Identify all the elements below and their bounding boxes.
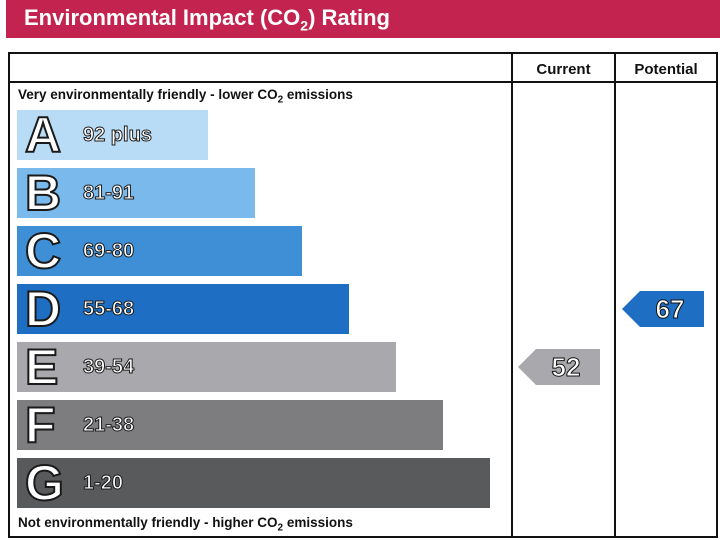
- rating-title-bar: Environmental Impact (CO2) Rating: [6, 0, 720, 38]
- band-letter: D: [24, 281, 62, 337]
- current-rating-value: 52: [551, 351, 581, 382]
- potential-rating-value: 67: [655, 293, 685, 324]
- rating-band-a: A 92 plus: [17, 107, 208, 163]
- potential-rating-marker: 67: [622, 291, 704, 327]
- band-range: 1-20: [82, 471, 124, 494]
- band-range: 21-38: [82, 413, 135, 436]
- band-range: 81-91: [82, 181, 135, 204]
- band-letter: E: [24, 339, 59, 395]
- band-range: 39-54: [82, 355, 135, 378]
- bottom-caption: Not environmentally friendly - higher CO…: [18, 515, 353, 534]
- rating-band-g: G 1-20: [17, 455, 490, 511]
- current-rating-marker: 52: [518, 349, 600, 385]
- potential-marker-arrow: [622, 291, 704, 327]
- header-divider: [10, 81, 716, 83]
- current-marker-arrow: [518, 349, 600, 385]
- top-caption: Very environmentally friendly - lower CO…: [18, 87, 353, 106]
- band-letter: C: [24, 223, 62, 279]
- rating-band-d: D 55-68: [17, 281, 349, 337]
- column-divider-current: [511, 54, 513, 536]
- band-letter: B: [24, 165, 62, 221]
- band-range: 92 plus: [83, 123, 153, 146]
- band-range: 69-80: [82, 239, 135, 262]
- rating-band-b: B 81-91: [17, 165, 255, 221]
- potential-column-header: Potential: [634, 60, 698, 78]
- rating-chart: Current Potential Very environmentally f…: [8, 52, 718, 538]
- band-letter: F: [24, 397, 57, 453]
- column-divider-potential: [614, 54, 616, 536]
- band-range: 55-68: [82, 297, 135, 320]
- rating-title: Environmental Impact (CO2) Rating: [24, 4, 390, 34]
- rating-band-c: C 69-80: [17, 223, 302, 279]
- band-letter: A: [24, 107, 62, 163]
- rating-band-f: F 21-38: [17, 397, 443, 453]
- band-letter: G: [24, 455, 65, 511]
- current-column-header: Current: [536, 60, 591, 78]
- rating-band-e: E 39-54: [17, 339, 396, 395]
